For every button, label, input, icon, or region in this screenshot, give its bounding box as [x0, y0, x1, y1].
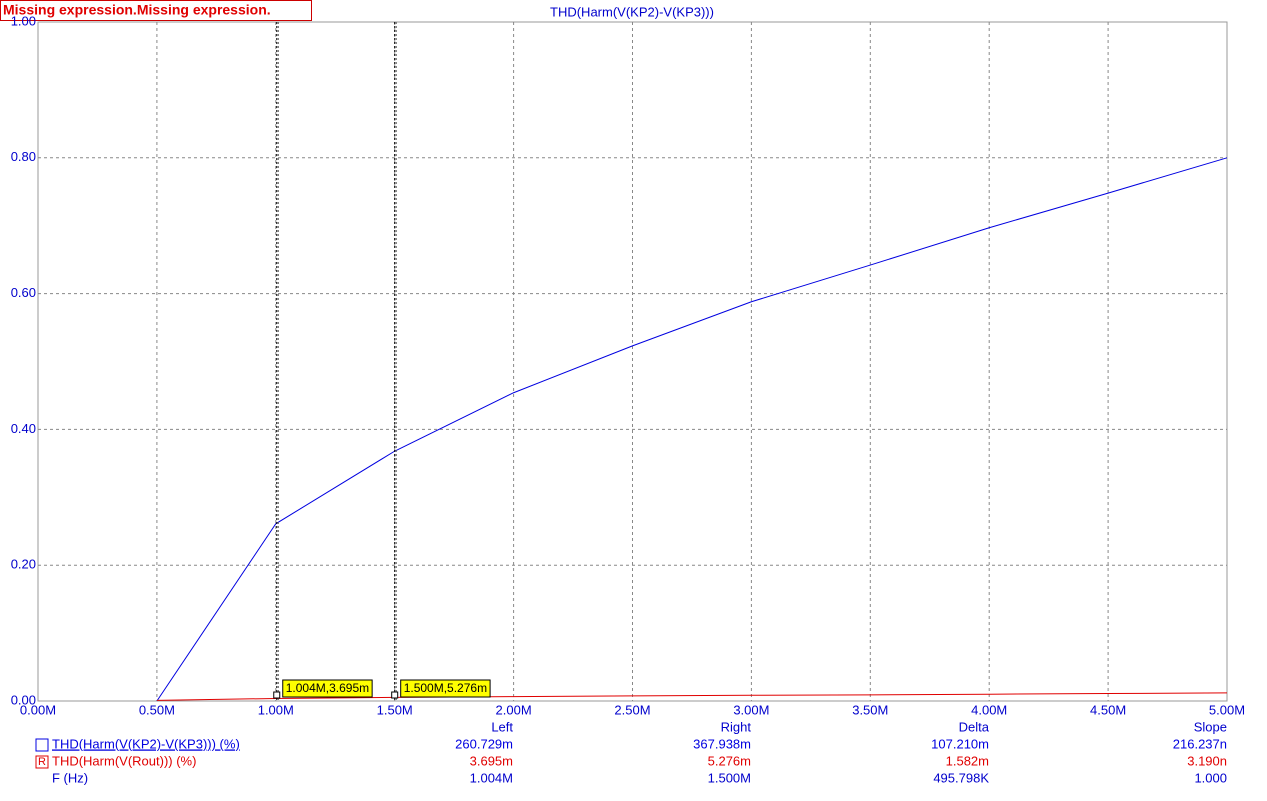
x-tick-label: 2.50M [614, 702, 650, 717]
legend-marker [35, 755, 49, 769]
warning: Missing expression.Missing expression. [3, 2, 271, 18]
x-tick-label: 5.00M [1209, 702, 1245, 717]
chart-title: THD(Harm(V(KP2)-V(KP3))) [550, 4, 714, 19]
cursor-label: 1.004M,3.695m [286, 681, 369, 695]
cursor-label-box [282, 679, 373, 698]
legend-marker-label: R [38, 756, 46, 768]
table-cell: 107.210m [931, 736, 989, 751]
table-cell: 495.798K [933, 770, 989, 785]
table-header: Right [721, 719, 752, 734]
cursor-handle [273, 691, 281, 699]
x-tick-label: 1.50M [377, 702, 413, 717]
x-tick-label: 3.50M [852, 702, 888, 717]
x-tick-label: 0.00M [20, 702, 56, 717]
y-tick-label: 0.40 [11, 421, 36, 436]
x-tick-label: 3.00M [733, 702, 769, 717]
y-tick-label: 0.00 [11, 692, 36, 707]
table-cell: 260.729m [455, 736, 513, 751]
y-tick-label: 0.20 [11, 557, 36, 572]
legend-entry: THD(Harm(V(Rout))) (%) [52, 753, 196, 768]
y-tick-label: 0.80 [11, 149, 36, 164]
table-cell: 3.695m [470, 753, 513, 768]
table-cell: 367.938m [693, 736, 751, 751]
table-cell: 1.000 [1194, 770, 1227, 785]
table-row-label: F (Hz) [52, 770, 88, 785]
table-cell: 1.582m [946, 753, 989, 768]
table-cell: 1.004M [470, 770, 513, 785]
y-tick-label: 1.00 [11, 13, 36, 28]
x-tick-label: 4.00M [971, 702, 1007, 717]
series-line [156, 692, 1228, 701]
table-cell: 216.237n [1173, 736, 1227, 751]
cursor-label-box [400, 679, 491, 698]
legend-marker [35, 738, 49, 752]
cursor-handle [391, 691, 399, 699]
table-header: Delta [959, 719, 990, 734]
y-tick-label: 0.60 [11, 285, 36, 300]
cursor-label: 1.500M,5.276m [404, 681, 487, 695]
table-cell: 5.276m [708, 753, 751, 768]
x-tick-label: 1.00M [258, 702, 294, 717]
table-header: Slope [1194, 719, 1227, 734]
x-tick-label: 4.50M [1090, 702, 1126, 717]
table-cell: 1.500M [708, 770, 751, 785]
series-line [156, 157, 1228, 702]
x-tick-label: 2.00M [496, 702, 532, 717]
table-cell: 3.190n [1187, 753, 1227, 768]
legend-entry: THD(Harm(V(KP2)-V(KP3))) (%) [52, 736, 240, 751]
x-tick-label: 0.50M [139, 702, 175, 717]
table-header: Left [491, 719, 513, 734]
warning-box [0, 0, 312, 21]
